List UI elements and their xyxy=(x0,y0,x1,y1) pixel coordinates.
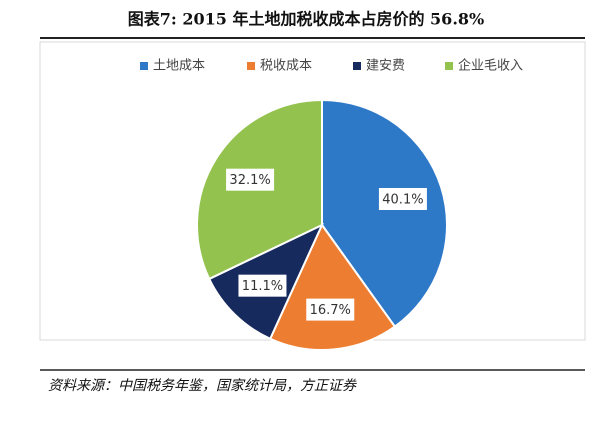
legend-swatch xyxy=(247,62,255,70)
value-label: 11.1% xyxy=(242,279,283,294)
legend-label: 税收成本 xyxy=(260,59,312,74)
value-label-box xyxy=(378,187,427,210)
pie-slice xyxy=(268,223,397,351)
value-label-box xyxy=(306,298,355,321)
legend-label: 建安费 xyxy=(366,59,405,74)
value-label-box xyxy=(238,274,287,297)
value-label: 16.7% xyxy=(310,303,351,318)
legend-swatch xyxy=(140,62,148,70)
chart-title: 图表7: 2015 年土地加税收成本占房价的 56.8% xyxy=(128,10,484,29)
legend-swatch xyxy=(445,62,453,70)
pie-slice xyxy=(321,98,448,328)
legend-swatch xyxy=(353,62,361,70)
value-label-box xyxy=(226,168,275,191)
source-note: 资料来源：中国税务年鉴，国家统计局，方正证券 xyxy=(48,378,357,394)
legend-label: 企业毛收入 xyxy=(458,58,523,74)
legend-label: 土地成本 xyxy=(153,59,205,74)
value-label: 40.1% xyxy=(382,192,423,207)
value-label: 32.1% xyxy=(229,173,270,188)
